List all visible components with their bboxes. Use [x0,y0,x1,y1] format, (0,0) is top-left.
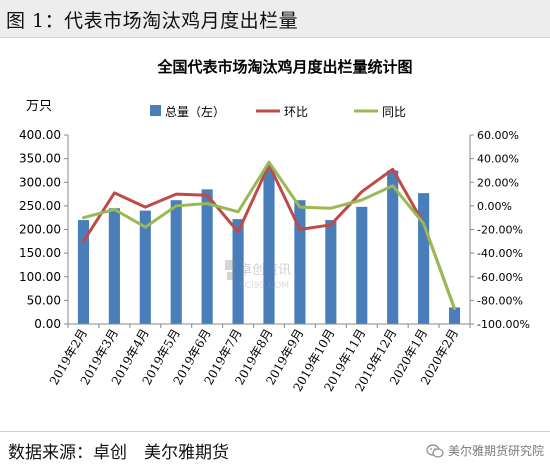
legend-label: 总量（左） [165,104,225,119]
legend-swatch-total [150,105,161,116]
right-tick-label: -40.00% [477,247,523,260]
bar-total [387,170,399,324]
watermark-line1: 卓创资讯 [239,263,291,278]
right-tick-label: 0.00% [477,200,512,213]
brand-name: 美尔雅期货研究院 [447,444,544,458]
y-unit-label: 万只 [26,99,52,114]
bar-total [294,200,306,324]
source-note: 数据来源：卓创 美尔雅期货 [8,443,229,463]
left-tick-label: 350.00 [19,152,61,166]
bar-total [77,220,90,324]
watermark-logo: 卓创资讯 SCI99.COM [225,260,291,291]
right-tick-label: -80.00% [477,294,523,307]
bar-total [232,219,244,324]
legend: 总量（左） 环比 同比 [150,104,406,119]
watermark-line2: SCI99.COM [239,281,289,291]
header-bar: 图 1：代表市场淘汰鸡月度出栏量 [0,0,550,38]
bar-total [170,200,182,324]
right-tick-label: -100.00% [477,318,530,331]
bar-total [139,210,151,324]
bar-total [418,193,430,324]
left-tick-label: 200.00 [19,223,61,237]
bar-total [263,168,275,324]
lines-layer [82,160,456,311]
brand-credit: 美尔雅期货研究院 [426,442,544,459]
chart-title: 全国代表市场淘汰鸡月度出栏量统计图 [156,58,412,76]
bars-layer [77,168,461,324]
chart-svg: 全国代表市场淘汰鸡月度出栏量统计图 万只 0.00 50.00 100.00 150.… [19,58,530,394]
chart-container: 全国代表市场淘汰鸡月度出栏量统计图 万只 0.00 50.00 100.00 150.… [0,38,550,431]
left-tick-label: 400.00 [19,128,61,142]
bar-total [356,206,368,324]
left-tick-label: 0.00 [34,317,61,331]
line-yoy [82,160,456,311]
left-tick-label: 300.00 [19,175,61,189]
bar-total [108,208,120,324]
legend-label: 环比 [284,105,308,119]
right-tick-label: -60.00% [477,271,523,284]
left-tick-label: 150.00 [19,246,61,260]
left-tick-label: 250.00 [19,199,61,213]
right-tick-label: 60.00% [477,129,519,142]
legend-label: 同比 [382,105,406,119]
right-tick-label: 40.00% [477,153,519,166]
right-tick-label: -20.00% [477,224,523,237]
bar-total [325,220,337,324]
left-tick-label: 100.00 [19,270,61,284]
bar-total [201,189,213,324]
left-tick-label: 50.00 [27,293,61,307]
bar-total [448,307,461,324]
wechat-icon [426,443,444,458]
footer-bar: 数据来源：卓创 美尔雅期货 美尔雅期货研究院 [0,431,550,467]
page-title: 图 1：代表市场淘汰鸡月度出栏量 [6,10,299,32]
right-tick-label: 20.00% [477,176,519,189]
